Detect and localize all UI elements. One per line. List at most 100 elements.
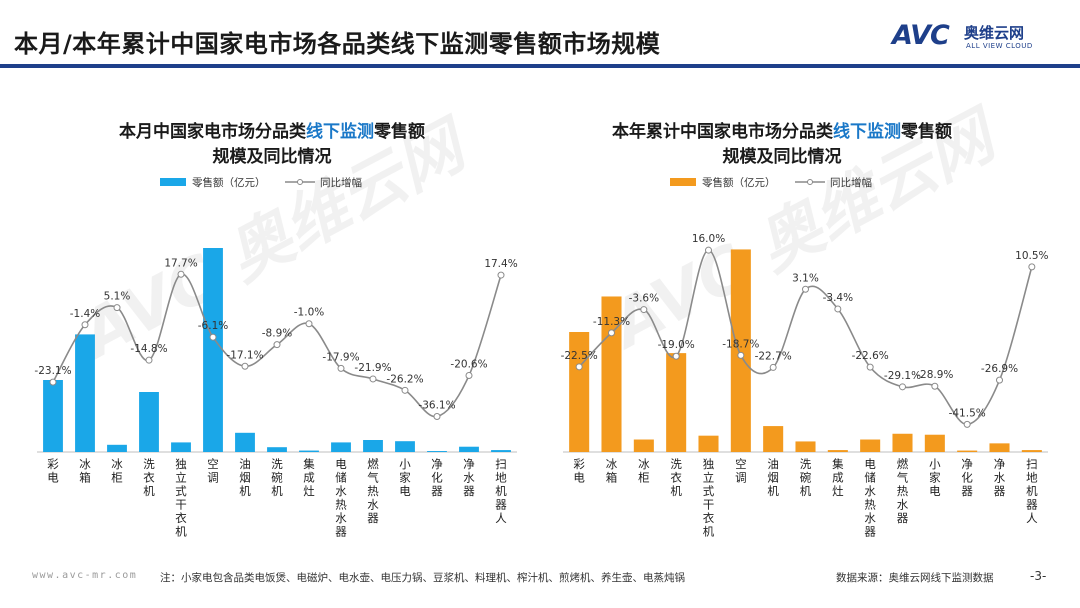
bar-2-4 [666, 353, 687, 452]
bar-1-5 [171, 442, 191, 452]
legend-bar-swatch-1 [160, 178, 186, 186]
category-label-2-2: 冰箱 [606, 457, 618, 485]
category-label-1-12: 小家电 [399, 457, 411, 498]
bar-2-12 [924, 434, 945, 452]
growth-label-1-5: 17.7% [164, 257, 197, 269]
footer-note: 注：小家电包含品类电饭煲、电磁炉、电水壶、电压力锅、豆浆机、料理机、榨汁机、煎烤… [160, 572, 685, 584]
bar-2-11 [892, 433, 913, 452]
bar-1-4 [139, 392, 159, 452]
page-title: 本月/本年累计中国家电市场各品类线下监测零售额市场规模 [14, 30, 661, 58]
growth-label-1-2: -1.4% [70, 308, 100, 320]
growth-label-2-4: -19.0% [658, 339, 695, 351]
growth-label-1-10: -17.9% [322, 351, 359, 363]
category-label-2-15: 扫地机器人 [1026, 457, 1038, 525]
bar-1-15 [491, 450, 511, 452]
growth-label-2-8: 3.1% [792, 272, 819, 284]
growth-point-1-15 [497, 271, 505, 279]
category-label-1-6: 空调 [207, 457, 219, 485]
category-label-1-1: 彩电 [47, 457, 59, 485]
category-label-2-7: 油烟机 [767, 457, 779, 498]
category-label-1-7: 油烟机 [239, 457, 251, 498]
growth-point-2-6 [737, 351, 745, 359]
legend-line-marker-2 [807, 179, 813, 185]
growth-point-1-5 [177, 270, 185, 278]
growth-point-2-10 [866, 363, 874, 371]
growth-label-2-3: -3.6% [629, 293, 659, 305]
chart-subtitle-2: 规模及同比情况 [723, 146, 842, 167]
growth-point-2-2 [608, 329, 615, 337]
growth-point-2-12 [931, 382, 939, 390]
category-label-2-11: 燃气热水器 [897, 457, 909, 525]
bar-2-3 [633, 439, 654, 452]
category-label-2-3: 冰柜 [638, 457, 650, 485]
bar-2-6 [730, 249, 751, 452]
logo-cn-text: 奥维云网 [964, 24, 1025, 42]
growth-point-1-4 [145, 356, 153, 364]
growth-point-1-13 [433, 412, 441, 420]
legend-line-label-2: 同比增幅 [830, 176, 872, 189]
growth-label-2-9: -3.4% [823, 292, 853, 304]
category-label-1-8: 洗碗机 [271, 457, 283, 498]
growth-label-1-8: -8.9% [262, 328, 292, 340]
category-label-2-14: 净水器 [994, 457, 1006, 498]
growth-point-1-3 [113, 304, 121, 312]
growth-label-1-6: -6.1% [198, 320, 228, 332]
growth-line-1 [52, 273, 502, 418]
bar-2-15 [1021, 450, 1042, 452]
growth-label-2-15: 10.5% [1015, 250, 1048, 262]
growth-label-1-3: 5.1% [104, 291, 131, 303]
category-label-2-1: 彩电 [573, 457, 585, 485]
legend-bar-swatch-2 [670, 178, 696, 186]
category-label-1-3: 冰柜 [111, 457, 123, 485]
bar-2-9 [827, 450, 848, 452]
legend-bar-label-1: 零售额（亿元） [192, 176, 266, 189]
growth-label-1-14: -20.6% [450, 359, 487, 371]
growth-point-1-9 [305, 320, 313, 328]
growth-point-1-6 [209, 333, 217, 341]
growth-point-2-1 [575, 363, 583, 371]
title-divider [0, 64, 1080, 68]
legend-bar-label-2: 零售额（亿元） [702, 176, 776, 189]
bar-1-6 [203, 248, 223, 452]
category-label-1-9: 集成灶 [303, 457, 315, 498]
bar-1-2 [75, 334, 95, 452]
category-label-2-5: 独立式干衣机 [703, 457, 715, 539]
growth-point-2-13 [963, 420, 971, 428]
category-label-2-8: 洗碗机 [800, 457, 812, 498]
avc-logo: AVC 奥维云网 ALL VIEW CLOUD [892, 18, 1062, 58]
category-label-1-10: 电储水热水器 [335, 457, 347, 539]
growth-point-1-1 [49, 378, 57, 386]
growth-label-1-9: -1.0% [294, 307, 324, 319]
bar-2-5 [698, 435, 719, 452]
legend-line-label-1: 同比增幅 [320, 176, 362, 189]
growth-point-2-7 [769, 363, 777, 371]
growth-label-1-12: -26.2% [386, 373, 423, 385]
category-label-1-15: 扫地机器人 [495, 457, 507, 525]
bar-1-8 [267, 447, 287, 452]
growth-point-2-8 [802, 285, 809, 293]
growth-point-2-4 [672, 352, 680, 360]
logo-mark: AVC [892, 20, 950, 51]
growth-label-1-15: 17.4% [484, 258, 517, 270]
growth-label-2-1: -22.5% [561, 350, 598, 362]
bar-1-14 [459, 446, 479, 452]
growth-point-2-14 [996, 376, 1003, 384]
category-label-2-4: 洗衣机 [670, 457, 682, 498]
growth-label-2-10: -22.6% [852, 350, 889, 362]
growth-point-1-7 [241, 362, 249, 370]
growth-point-2-3 [640, 306, 648, 314]
bar-2-14 [989, 443, 1010, 452]
category-label-1-13: 净化器 [431, 457, 443, 498]
footer-source: 数据来源：奥维云网线下监测数据 [836, 572, 994, 584]
growth-point-1-11 [369, 375, 377, 383]
growth-label-2-13: -41.5% [949, 407, 986, 419]
bar-1-7 [235, 432, 255, 452]
growth-label-1-4: -14.8% [130, 343, 167, 355]
growth-label-2-12: -28.9% [916, 369, 953, 381]
growth-point-1-10 [337, 364, 345, 372]
growth-point-2-5 [705, 246, 712, 254]
category-label-1-14: 净水器 [463, 457, 475, 498]
category-label-1-4: 洗衣机 [143, 457, 155, 498]
growth-label-1-11: -21.9% [354, 362, 391, 374]
